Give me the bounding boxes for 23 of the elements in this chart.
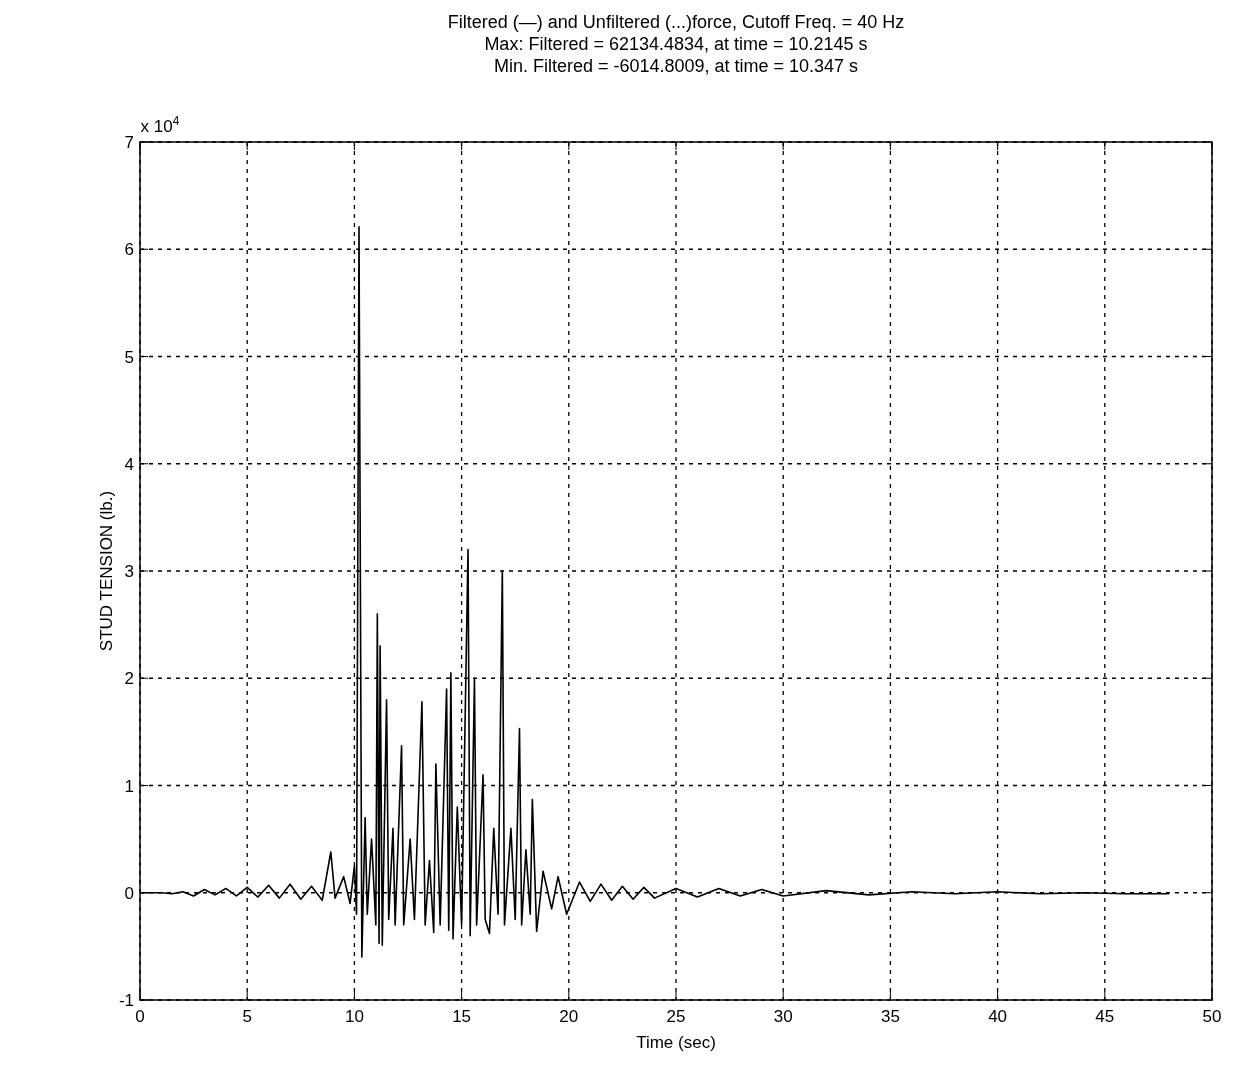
y-tick-label: 7 bbox=[124, 133, 134, 152]
x-tick-label: 40 bbox=[988, 1007, 1008, 1026]
y-tick-label: 4 bbox=[124, 454, 134, 474]
y-tick-label: 2 bbox=[124, 669, 134, 689]
y-tick-label: 6 bbox=[124, 240, 134, 260]
x-tick-label: 50 bbox=[1202, 1007, 1222, 1026]
x-tick-label: 45 bbox=[1095, 1007, 1115, 1026]
chart-title: Filtered (—) and Unfiltered (...)force, Cutoff Freq. = 40 Hz Max: Filtered = 62134.4834, at time = 10.2145 s Min. Filtered = -6014.8009, at time = 10.347 s bbox=[447, 12, 905, 76]
x-tick-label: 15 bbox=[452, 1007, 472, 1026]
x-tick-label: 25 bbox=[666, 1007, 686, 1026]
x-tick-label: 30 bbox=[773, 1007, 793, 1026]
x-tick-label: 35 bbox=[880, 1007, 900, 1026]
x-tick-label: 10 bbox=[344, 1007, 364, 1026]
x-tick-label: 5 bbox=[242, 1007, 252, 1026]
x-axis-title: Time (sec) bbox=[636, 1033, 716, 1052]
text: x 10$^{4}$ bbox=[140, 114, 180, 136]
y-tick-label: 1 bbox=[124, 776, 134, 796]
y-tick-label: 5 bbox=[124, 347, 134, 367]
y-tick-label: -1 bbox=[118, 991, 134, 1010]
y-tick-label: 3 bbox=[124, 562, 134, 581]
x-tick-label: 20 bbox=[559, 1007, 579, 1026]
y-tick-label: 0 bbox=[124, 883, 134, 903]
y-axis-title: STUD TENSION (lb.) bbox=[97, 490, 116, 652]
